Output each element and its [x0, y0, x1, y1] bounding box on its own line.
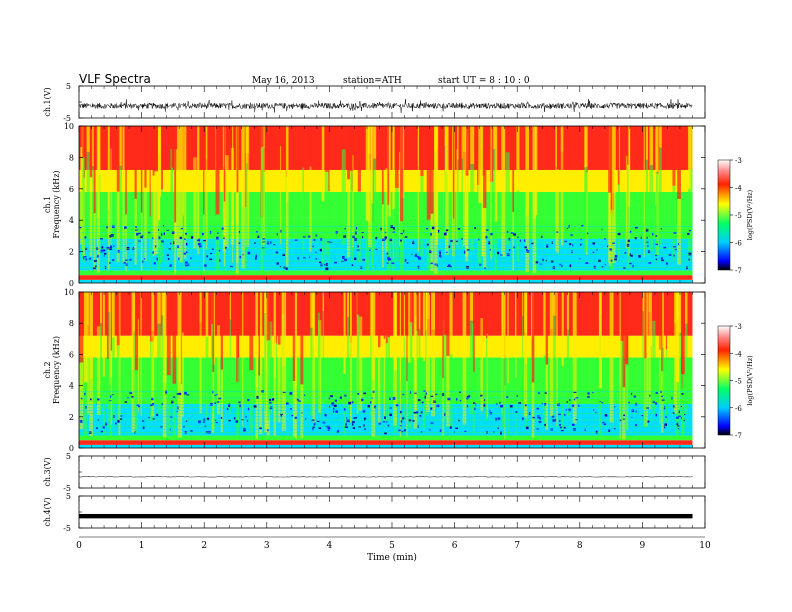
- spec1-colorbar-tick-label: -5: [735, 212, 742, 220]
- spec1-ytick-label: 2: [69, 248, 74, 257]
- ch1-ytick-label: -5: [63, 114, 71, 123]
- x-tick-label: 7: [514, 541, 520, 551]
- ch1-ytick-label: 5: [66, 82, 71, 91]
- ch1-ylabel: ch.1(V): [43, 87, 52, 116]
- spec1-ytick-label: 8: [69, 153, 74, 162]
- spec2-colorbar-tick-label: -5: [735, 378, 742, 386]
- chart-date: May 16, 2013: [252, 76, 315, 86]
- spec1-ytick-label: 4: [69, 216, 74, 225]
- ch4-trace: [79, 513, 693, 519]
- spec2-colorbar-tick-label: -7: [735, 432, 742, 440]
- chart-station: station=ATH: [343, 76, 402, 86]
- x-tick-label: 3: [264, 541, 270, 551]
- spec2-ytick-label: 4: [69, 382, 74, 391]
- spec1-heatmap: [79, 126, 693, 283]
- ch4-ylabel: ch.4(V): [43, 497, 52, 526]
- ch4-ytick-label: 5: [66, 492, 71, 501]
- spec2-ytick-label: 8: [69, 319, 74, 328]
- spec1-ylabel: ch.1: [43, 196, 52, 213]
- x-tick-label: 0: [76, 541, 82, 551]
- ch3-ytick-label: 5: [66, 452, 71, 461]
- spec2-colorbar-tick-label: -6: [735, 405, 742, 413]
- spec1-colorbar-tick-label: -7: [735, 267, 742, 275]
- ch3-ytick-label: -5: [63, 484, 71, 493]
- spec2-colorbar-label: log(PSD(V²/Hz): [746, 355, 754, 406]
- spec2-heatmap: [79, 292, 693, 448]
- x-tick-label: 4: [327, 541, 333, 551]
- x-axis-label: Time (min): [367, 552, 417, 563]
- x-tick-label: 8: [577, 541, 583, 551]
- spec1-ytick-label: 10: [64, 122, 74, 131]
- spec2-ylabel: Frequency (kHz): [52, 336, 61, 404]
- chart-start-ut: start UT = 8 : 10 : 0: [438, 76, 530, 86]
- chart-title: VLF Spectra: [79, 72, 151, 86]
- spec2-ytick-label: 2: [69, 413, 74, 422]
- ch1-trace: [78, 99, 693, 113]
- spec1-colorbar-label: log(PSD(V²/Hz): [746, 189, 754, 240]
- spec2-colorbar-tick-label: -4: [735, 350, 742, 358]
- x-tick-label: 1: [139, 541, 145, 551]
- spec1-ytick-label: 6: [69, 185, 74, 194]
- spec2-ytick-label: 0: [69, 444, 74, 453]
- ch3-ylabel: ch.3(V): [43, 457, 52, 486]
- spec2-ytick-label: 6: [69, 350, 74, 359]
- spec1-colorbar-tick-label: -4: [735, 185, 742, 193]
- x-tick-label: 9: [640, 541, 646, 551]
- ch4-ytick-label: -5: [63, 524, 71, 533]
- spec1-colorbar-tick-label: -6: [735, 240, 742, 248]
- spec2-ytick-label: 10: [64, 288, 74, 297]
- x-tick-label: 5: [389, 541, 395, 551]
- spec1-ylabel: Frequency (kHz): [52, 170, 61, 238]
- spec2-colorbar: [717, 325, 731, 436]
- spec2-colorbar-tick-label: -3: [735, 323, 742, 331]
- spec1-colorbar: [717, 159, 731, 271]
- x-tick-label: 6: [452, 541, 458, 551]
- spec1-ytick-label: 0: [69, 279, 74, 288]
- spec2-ylabel: ch.2: [43, 361, 52, 378]
- x-tick-label: 10: [699, 541, 711, 551]
- spec1-colorbar-tick-label: -3: [735, 157, 742, 165]
- ch3-trace: [78, 476, 693, 478]
- x-tick-label: 2: [201, 541, 207, 551]
